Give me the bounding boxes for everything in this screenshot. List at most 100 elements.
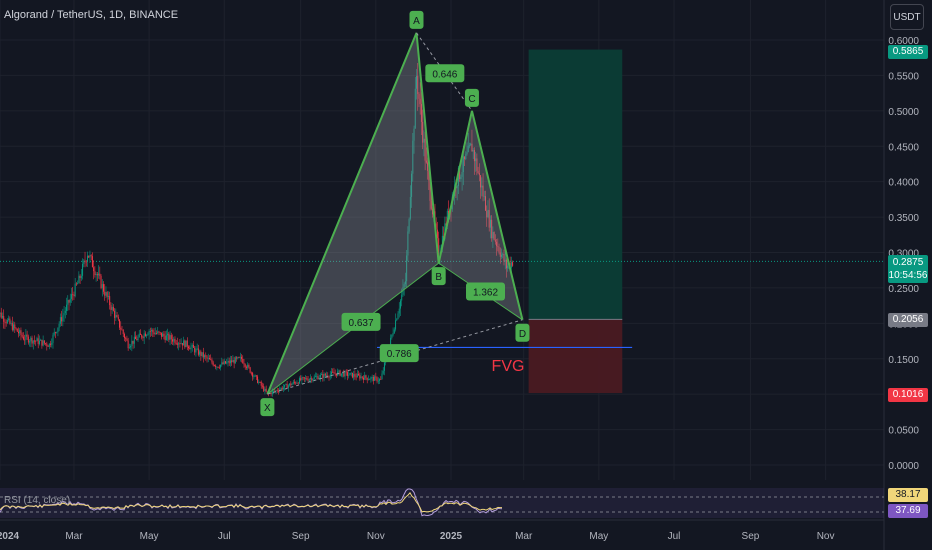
candle-body: [329, 374, 331, 378]
candle-body: [164, 335, 166, 341]
candle-body: [318, 377, 320, 380]
candle-body: [459, 168, 461, 179]
candle-body: [411, 173, 413, 197]
candle-body: [128, 347, 130, 349]
price-tick-label: 0.6000: [888, 36, 919, 47]
candle-body: [184, 340, 186, 348]
candle-body: [169, 335, 171, 340]
candle-body: [383, 362, 385, 371]
candle-body: [213, 365, 215, 367]
candle-body: [227, 360, 229, 363]
candle-body: [144, 333, 146, 337]
candle-body: [216, 366, 218, 368]
pattern-point-label: A: [413, 16, 420, 27]
pattern-point-label-bg: [464, 88, 479, 107]
candle-body: [280, 387, 282, 390]
candle-body: [238, 357, 240, 358]
candle-body: [19, 330, 21, 334]
candle-body: [287, 385, 289, 389]
candle-body: [85, 261, 87, 263]
fvg-label: FVG: [492, 358, 525, 375]
time-tick-label: Mar: [65, 531, 83, 542]
pattern-point-label-bg: [409, 10, 424, 29]
candle-body: [359, 375, 361, 379]
candle-body: [294, 381, 296, 383]
price-tick-label: 0.2500: [888, 284, 919, 295]
current-price-tag: 0.2875 10:54:56: [888, 255, 928, 283]
candle-body: [249, 367, 251, 373]
candle-body: [503, 254, 505, 262]
candle-body: [487, 209, 489, 218]
candle-body: [290, 383, 292, 386]
candle-body: [263, 386, 265, 391]
candle-body: [79, 275, 81, 279]
candle-body: [159, 332, 161, 334]
time-tick-label: Nov: [817, 531, 835, 542]
candle-body: [456, 186, 458, 189]
candle-body: [112, 306, 114, 311]
candle-body: [510, 262, 512, 268]
candle-body: [507, 265, 509, 269]
candle-body: [163, 333, 165, 336]
price-tick-label: 0.3500: [888, 213, 919, 224]
candle-body: [5, 322, 7, 324]
candle-body: [353, 374, 355, 378]
pattern-ratio-label: 1.362: [473, 287, 498, 298]
candle-body: [420, 104, 422, 122]
candle-body: [73, 294, 75, 297]
candle-body: [13, 324, 15, 330]
candle-body: [255, 375, 257, 377]
price-tick-label: 0.5000: [888, 107, 919, 118]
candle-body: [75, 283, 77, 285]
candle-body: [17, 331, 19, 334]
time-tick-label: 2025: [440, 531, 463, 542]
candle-body: [98, 273, 100, 276]
candle-body: [77, 283, 79, 285]
candle-body: [228, 360, 230, 364]
candle-body: [178, 343, 180, 345]
candle-body: [428, 170, 430, 181]
candle-body: [313, 376, 315, 379]
candle-body: [461, 172, 463, 177]
candle-body: [349, 373, 351, 376]
candles: [0, 63, 514, 397]
candle-body: [292, 381, 294, 384]
candle-body: [248, 364, 250, 368]
candle-body: [475, 158, 477, 162]
candle-body: [190, 346, 192, 350]
candle-body: [158, 331, 160, 333]
candle-body: [298, 378, 300, 384]
candle-body: [201, 352, 203, 356]
candle-body: [233, 359, 235, 364]
candle-body: [512, 262, 514, 266]
candle-body: [316, 376, 318, 378]
candle-body: [363, 377, 365, 380]
candle-body: [231, 360, 233, 363]
pattern-point-label-bg: [515, 323, 530, 342]
candle-body: [43, 340, 45, 344]
candle-body: [499, 252, 501, 257]
currency-button[interactable]: USDT: [890, 4, 924, 30]
price-tick-label: 0.4000: [888, 178, 919, 189]
candle-body: [369, 379, 371, 381]
candle-body: [502, 254, 504, 255]
candle-body: [259, 381, 261, 383]
pattern-ratio-label-bg: [341, 312, 381, 331]
candle-body: [498, 247, 500, 253]
candle-body: [344, 371, 346, 377]
candle-body: [24, 339, 26, 341]
candle-body: [494, 239, 496, 242]
candle-body: [438, 238, 440, 257]
candle-body: [114, 310, 116, 318]
candle-body: [67, 300, 69, 305]
candle-body: [4, 321, 6, 323]
candle-body: [504, 259, 506, 262]
rsi-value-tag: 38.17: [888, 488, 928, 502]
candle-body: [136, 339, 138, 341]
candle-body: [123, 333, 125, 338]
candle-body: [176, 343, 178, 345]
candle-body: [472, 150, 474, 152]
candle-body: [84, 260, 86, 262]
candle-body: [130, 345, 132, 348]
